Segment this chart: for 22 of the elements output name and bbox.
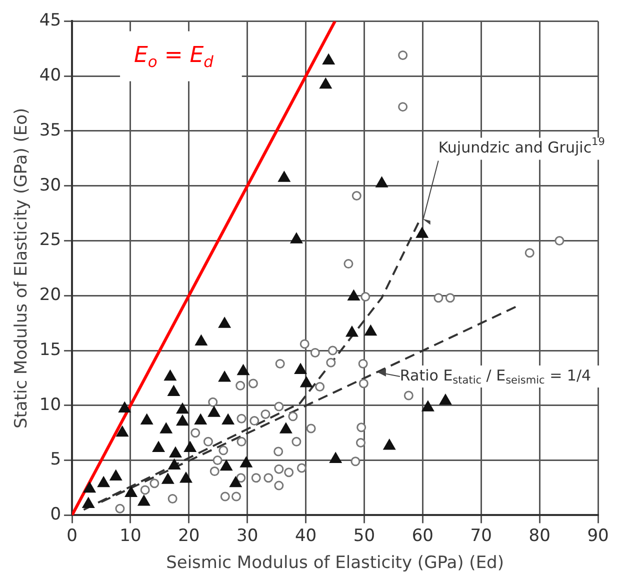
x-axis-title: Seismic Modulus of Elasticity (GPa) (Ed): [166, 553, 504, 574]
x-tick-label: 60: [412, 526, 434, 546]
x-tick-label: 30: [236, 526, 258, 546]
y-axis-title: Static Modulus of Elasticity (GPa) (Eo): [12, 108, 32, 429]
y-tick-label: 20: [39, 285, 62, 306]
x-tick-label: 40: [294, 526, 317, 546]
x-tick-label: 0: [66, 526, 78, 546]
y-tick-label: 25: [39, 230, 62, 250]
y-tick-label: 0: [50, 504, 62, 525]
y-tick-label: 15: [39, 340, 62, 360]
x-tick-label: 70: [470, 526, 492, 546]
y-tick-label: 45: [39, 10, 62, 31]
y-tick-label: 5: [50, 450, 62, 470]
y-tick-label: 30: [39, 175, 62, 196]
x-tick-label: 90: [587, 526, 609, 546]
x-tick-label: 20: [178, 526, 200, 546]
x-tick-label: 80: [528, 526, 550, 546]
y-tick-label: 35: [39, 120, 62, 140]
x-tick-label: 10: [120, 526, 142, 546]
x-tick-label: 50: [353, 526, 376, 546]
y-tick-label: 40: [39, 66, 62, 86]
y-tick-label: 10: [39, 394, 62, 415]
